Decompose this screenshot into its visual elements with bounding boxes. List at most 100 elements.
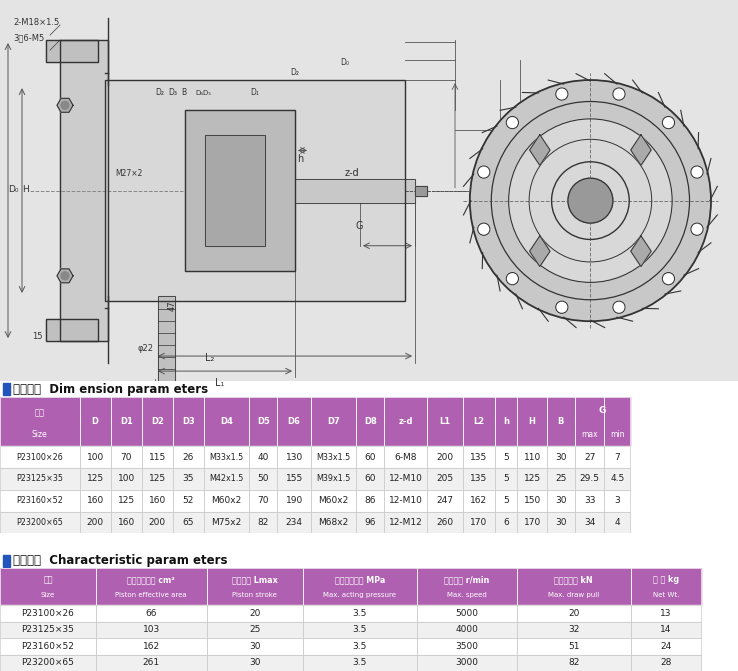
Bar xyxy=(495,446,517,468)
Bar xyxy=(80,468,111,490)
Bar xyxy=(356,490,384,512)
Text: 30: 30 xyxy=(249,658,261,667)
Text: D6: D6 xyxy=(288,417,300,426)
Bar xyxy=(173,490,204,512)
Bar xyxy=(185,110,295,271)
Bar xyxy=(142,446,173,468)
Bar xyxy=(631,638,701,655)
Bar xyxy=(575,397,604,446)
Bar xyxy=(158,296,175,391)
Bar xyxy=(0,568,96,605)
Bar xyxy=(173,397,204,446)
Bar xyxy=(207,622,303,638)
Bar xyxy=(604,468,630,490)
Bar xyxy=(96,622,207,638)
Text: D₀: D₀ xyxy=(340,58,349,67)
Bar xyxy=(207,655,303,671)
Circle shape xyxy=(477,223,490,236)
Text: 13: 13 xyxy=(661,609,672,618)
Text: M27×2: M27×2 xyxy=(115,168,142,178)
Bar xyxy=(356,512,384,533)
Bar xyxy=(0,468,80,490)
Bar xyxy=(604,446,630,468)
Text: 3000: 3000 xyxy=(455,658,478,667)
Bar xyxy=(575,468,604,490)
Polygon shape xyxy=(631,236,651,266)
Bar xyxy=(96,568,207,605)
Text: 26: 26 xyxy=(182,453,194,462)
Bar xyxy=(417,622,517,638)
Bar xyxy=(631,655,701,671)
Text: 最大推拉力 kN: 最大推拉力 kN xyxy=(554,575,593,584)
Bar xyxy=(517,655,631,671)
Bar xyxy=(173,397,204,446)
Text: M39x1.5: M39x1.5 xyxy=(317,474,351,484)
Bar xyxy=(631,638,701,655)
Bar xyxy=(384,397,427,446)
Bar xyxy=(495,468,517,490)
Bar xyxy=(204,512,249,533)
Text: 6-M8: 6-M8 xyxy=(395,453,417,462)
Bar xyxy=(60,40,108,341)
Bar xyxy=(173,512,204,533)
Bar xyxy=(311,512,356,533)
Bar xyxy=(575,512,604,533)
Bar xyxy=(415,186,427,195)
Text: P23100×26: P23100×26 xyxy=(16,453,63,462)
Bar xyxy=(185,110,295,271)
Text: 14: 14 xyxy=(661,625,672,635)
Bar xyxy=(547,512,575,533)
Text: 30: 30 xyxy=(249,642,261,651)
Text: 125: 125 xyxy=(523,474,541,484)
Bar xyxy=(604,490,630,512)
Text: 25: 25 xyxy=(249,625,261,635)
Bar xyxy=(517,468,547,490)
Bar xyxy=(303,622,417,638)
Bar xyxy=(517,490,547,512)
Text: φ22: φ22 xyxy=(138,344,154,353)
Circle shape xyxy=(613,88,625,100)
Text: 103: 103 xyxy=(142,625,160,635)
Bar xyxy=(463,490,495,512)
Bar xyxy=(46,40,98,62)
Bar xyxy=(207,568,303,605)
Bar xyxy=(0,490,80,512)
Bar xyxy=(303,568,417,605)
Text: H: H xyxy=(22,185,29,194)
Bar xyxy=(384,397,427,446)
Bar xyxy=(142,397,173,446)
Text: 65: 65 xyxy=(182,518,194,527)
Text: 3500: 3500 xyxy=(455,642,478,651)
Text: G: G xyxy=(599,407,606,415)
Text: M75x2: M75x2 xyxy=(212,518,241,527)
Bar xyxy=(547,490,575,512)
Bar xyxy=(277,490,311,512)
Bar xyxy=(111,397,142,446)
Bar xyxy=(0,512,80,533)
Text: D: D xyxy=(92,417,99,426)
Bar xyxy=(111,512,142,533)
Text: 3: 3 xyxy=(615,497,620,505)
Text: 12-M10: 12-M10 xyxy=(389,474,423,484)
Bar xyxy=(517,446,547,468)
Bar xyxy=(517,397,547,446)
Bar xyxy=(0,490,80,512)
Bar xyxy=(173,446,204,468)
Bar xyxy=(96,638,207,655)
Bar xyxy=(575,490,604,512)
Bar xyxy=(173,490,204,512)
Bar xyxy=(0,605,96,622)
Bar xyxy=(547,397,575,446)
Text: 110: 110 xyxy=(523,453,541,462)
Bar xyxy=(0,638,96,655)
Text: 52: 52 xyxy=(182,497,194,505)
Text: 162: 162 xyxy=(142,642,160,651)
Bar xyxy=(631,655,701,671)
Bar xyxy=(356,446,384,468)
Text: 234: 234 xyxy=(286,518,303,527)
Text: L₁: L₁ xyxy=(215,378,224,388)
Text: 20: 20 xyxy=(568,609,579,618)
Bar xyxy=(463,446,495,468)
Bar xyxy=(463,397,495,446)
Text: 20: 20 xyxy=(249,609,261,618)
